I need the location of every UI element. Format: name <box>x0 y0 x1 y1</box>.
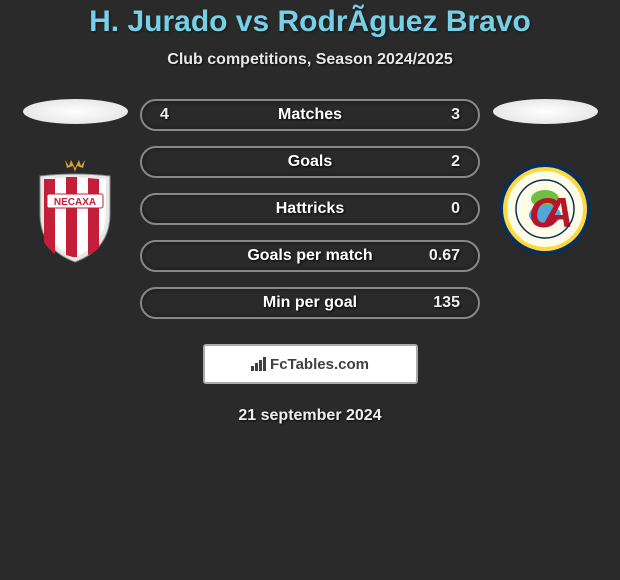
stat-label: Hattricks <box>276 200 344 218</box>
stat-right-value: 0.67 <box>420 247 460 265</box>
stat-bar-goals: Goals 2 <box>140 146 480 178</box>
comparison-subtitle: Club competitions, Season 2024/2025 <box>167 51 452 69</box>
bar-chart-icon <box>251 357 266 371</box>
fctables-link[interactable]: FcTables.com <box>203 344 418 384</box>
stat-label: Goals <box>288 153 332 171</box>
stat-label: Min per goal <box>263 294 357 312</box>
stat-right-value: 135 <box>420 294 460 312</box>
svg-text:A: A <box>542 189 573 236</box>
stat-bar-hattricks: Hattricks 0 <box>140 193 480 225</box>
comparison-title: H. Jurado vs RodrÃ­guez Bravo <box>89 5 531 39</box>
main-row: NECAXA 4 Matches 3 Goals 2 Hattricks 0 G… <box>0 99 620 319</box>
right-side: C A <box>490 99 600 264</box>
necaxa-shield-icon: NECAXA <box>40 160 110 262</box>
stat-bar-min-per-goal: Min per goal 135 <box>140 287 480 319</box>
right-player-ellipse <box>493 99 598 124</box>
left-side: NECAXA <box>20 99 130 264</box>
stat-right-value: 2 <box>420 153 460 171</box>
right-club-logo: C A <box>495 154 595 264</box>
stat-label: Goals per match <box>247 247 372 265</box>
stat-bar-matches: 4 Matches 3 <box>140 99 480 131</box>
left-club-logo: NECAXA <box>25 154 125 264</box>
footer-brand: FcTables.com <box>270 356 369 373</box>
date-text: 21 september 2024 <box>238 407 381 425</box>
svg-text:NECAXA: NECAXA <box>54 197 96 208</box>
stats-column: 4 Matches 3 Goals 2 Hattricks 0 Goals pe… <box>140 99 480 319</box>
stat-right-value: 3 <box>420 106 460 124</box>
left-player-ellipse <box>23 99 128 124</box>
club-america-shield-icon: C A <box>499 163 591 255</box>
stat-right-value: 0 <box>420 200 460 218</box>
stat-bar-goals-per-match: Goals per match 0.67 <box>140 240 480 272</box>
stat-label: Matches <box>278 106 342 124</box>
stat-left-value: 4 <box>160 106 200 124</box>
